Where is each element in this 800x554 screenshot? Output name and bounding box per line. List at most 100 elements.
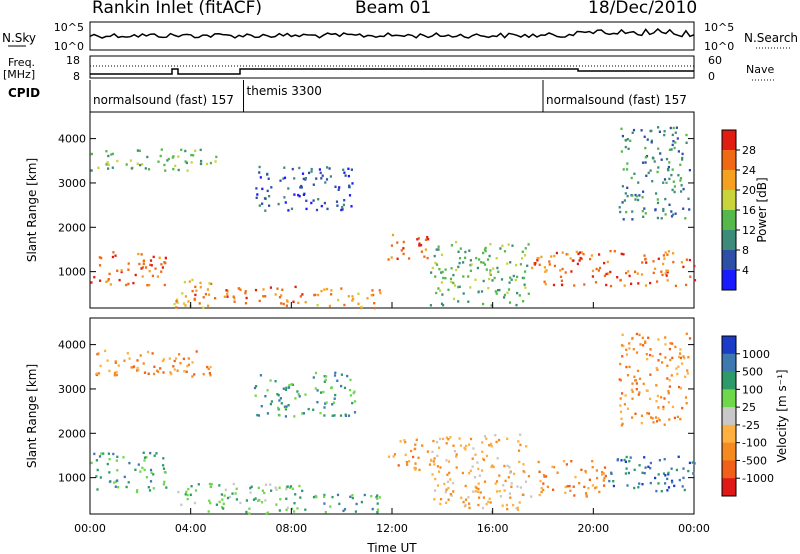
range-gate-cell [331,495,334,499]
range-gate-cell [477,467,480,471]
range-gate-cell [607,272,610,275]
range-gate-cell [90,169,93,172]
range-gate-cell [110,153,113,156]
range-gate-cell [548,263,551,266]
range-gate-cell [658,459,661,462]
range-gate-cell [637,181,640,184]
range-gate-cell [402,252,405,256]
range-gate-cell [428,463,432,466]
range-gate-cell [439,502,442,506]
range-gate-cell [543,266,546,269]
range-gate-cell [612,484,615,488]
range-gate-cell [584,469,587,473]
range-gate-cell [490,465,493,469]
range-gate-cell [675,468,678,472]
range-gate-cell [576,262,579,266]
range-gate-cell [113,371,116,375]
range-gate-cell [93,276,96,279]
range-gate-cell [360,305,363,309]
range-gate-cell [202,306,205,309]
range-gate-cell [573,284,576,287]
time-axis: 00:00 04:00 08:00 12:00 16:00 20:00 00:00 [74,302,710,535]
range-gate-cell [487,286,490,290]
range-gate-cell [360,500,363,504]
range-gate-cell [175,300,178,303]
range-gate-cell [332,401,335,404]
range-gate-cell [671,168,674,171]
range-gate-cell [499,247,502,250]
range-gate-cell [107,167,110,170]
range-gate-cell [190,485,193,488]
range-gate-cell [344,413,347,416]
range-gate-cell [136,162,139,165]
range-gate-cell [341,208,344,211]
range-gate-cell [645,174,648,177]
range-gate-cell [503,464,506,468]
range-gate-cell [283,196,286,199]
range-gate-cell [90,461,93,465]
range-gate-cell [125,163,128,166]
range-gate-cell [496,490,499,493]
range-gate-cell [283,166,286,169]
range-gate-cell [542,488,545,492]
range-gate-cell [682,467,685,470]
range-gate-cell [445,436,448,439]
range-gate-cell [671,143,674,147]
range-gate-cell [304,301,307,304]
range-gate-cell [300,186,303,189]
range-gate-cell [630,282,633,285]
freq-panel: Freq. [MHz] 18 8 60 0 Nave [3,54,776,83]
range-gate-cell [673,416,676,420]
range-gate-cell [452,273,455,277]
range-gate-cell [172,365,175,368]
cpid-label: CPID [8,86,40,100]
range-gate-cell [631,397,634,400]
range-gate-cell [403,439,406,442]
range-gate-cell [609,270,612,274]
velocity-panel: 1000 2000 3000 4000 Slant Range [km] 1000 50… [25,317,789,515]
range-gate-cell [494,434,497,437]
range-gate-cell [439,466,442,469]
colorbar-swatch [722,442,736,461]
range-gate-cell [663,458,666,461]
range-gate-cell [316,401,319,404]
range-gate-cell [209,161,212,165]
range-gate-cell [619,279,622,282]
range-gate-cell [646,389,649,392]
range-gate-cell [433,254,436,258]
range-gate-cell [516,275,519,279]
range-gate-cell [495,480,499,483]
range-gate-cell [559,275,563,278]
range-gate-cell [669,358,672,362]
range-gate-cell [114,254,117,257]
range-gate-cell [184,160,187,163]
range-gate-cell [651,354,654,358]
range-gate-cell [622,218,625,221]
range-gate-cell [114,360,117,363]
y-tick-label: 1000 [58,266,86,279]
range-gate-cell [107,154,110,158]
range-gate-cell [477,482,480,485]
range-gate-cell [430,271,433,274]
range-gate-cell [232,482,235,486]
range-gate-cell [137,252,140,256]
range-gate-cell [146,155,149,159]
range-gate-cell [657,482,660,485]
range-gate-cell [685,133,688,137]
range-gate-cell [594,486,597,490]
range-gate-cell [304,508,307,511]
range-gate-cell [621,392,624,395]
range-gate-cell [479,491,482,494]
range-gate-cell [649,397,652,400]
count-panel: N.Sky 10^5 10^0 10^5 10^0 N.Search [2,21,798,53]
range-gate-cell [613,250,616,253]
range-gate-cell [655,400,658,403]
range-gate-cell [589,257,592,261]
range-gate-cell [590,254,593,257]
range-gate-cell [469,437,473,441]
range-gate-cell [664,343,667,346]
range-gate-cell [373,302,376,305]
range-gate-cell [455,453,458,456]
range-gate-cell [673,190,676,194]
colorbar-tick-label: -500 [742,454,767,467]
